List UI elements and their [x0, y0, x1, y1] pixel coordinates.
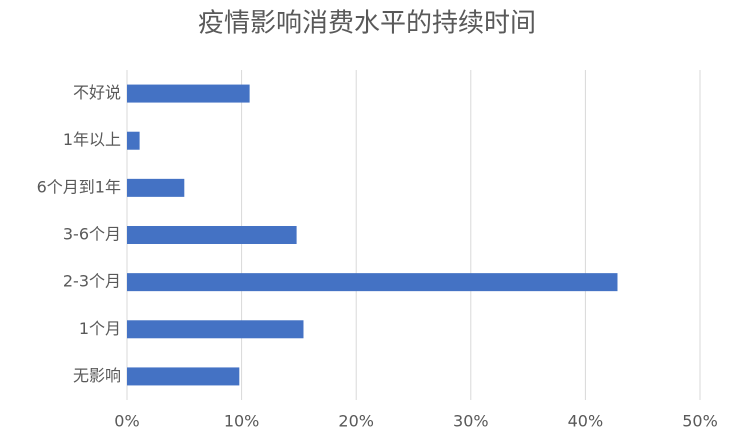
bar	[127, 273, 618, 292]
y-tick-label: 3-6个月	[63, 225, 121, 244]
y-tick-label: 1年以上	[63, 130, 121, 149]
y-tick-label: 不好说	[73, 83, 121, 102]
bar	[127, 367, 240, 386]
y-tick-label: 2-3个月	[63, 272, 121, 291]
x-tick-label: 20%	[338, 412, 374, 431]
y-tick-label: 6个月到1年	[37, 177, 121, 196]
bar	[127, 320, 304, 339]
x-tick-label: 0%	[114, 412, 139, 431]
y-tick-label: 1个月	[79, 319, 121, 338]
x-tick-label: 10%	[224, 412, 260, 431]
x-tick-label: 30%	[453, 412, 489, 431]
bar	[127, 226, 297, 244]
bar	[127, 131, 140, 150]
x-tick-label: 50%	[682, 412, 718, 431]
bar	[127, 84, 250, 103]
chart-title: 疫情影响消费水平的持续时间	[198, 9, 536, 39]
x-tick-label: 40%	[568, 412, 604, 431]
y-tick-label: 无影响	[73, 366, 121, 385]
bar	[127, 178, 185, 197]
